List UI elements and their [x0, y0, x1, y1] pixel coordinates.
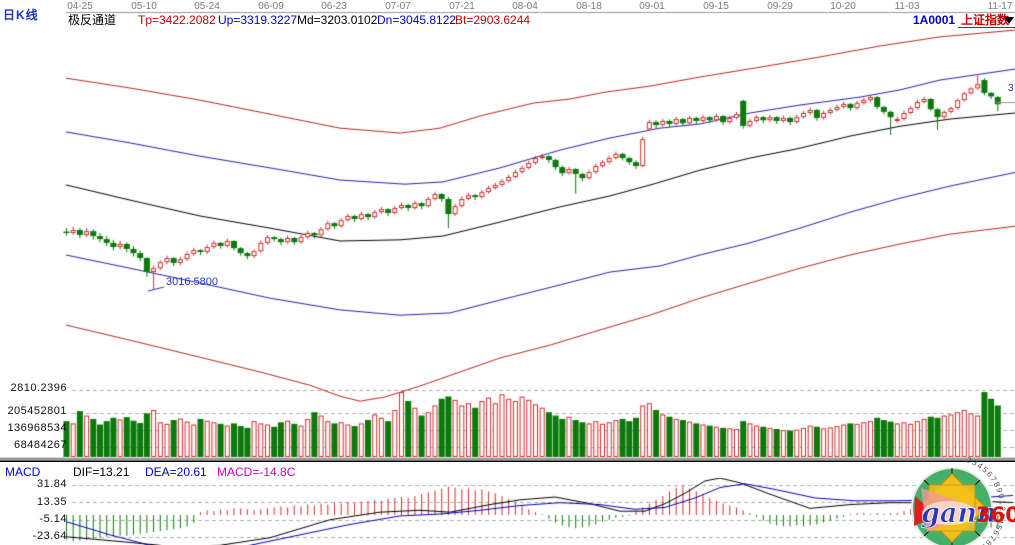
date-tick-label: 04-25	[67, 1, 93, 12]
macd-header-item: DIF=13.21	[73, 465, 130, 479]
macd-header: MACD DIF=13.21 DEA=20.61 MACD=-14.8C	[0, 461, 1015, 479]
axis-tick-label: 205452801	[7, 405, 67, 417]
axis-tick-label: 136968534	[7, 422, 67, 434]
macd-header-item: MACD	[5, 465, 41, 479]
logo-gann-text: gann	[921, 498, 997, 529]
date-tick-label: 06-09	[258, 1, 284, 12]
date-tick-label: 08-04	[512, 1, 538, 12]
indicator-value-label: Dn=3045.8122	[377, 13, 457, 27]
date-tick-label: 09-01	[639, 1, 665, 12]
dropdown-triangle-icon[interactable]	[1004, 17, 1014, 24]
date-tick-label: 05-10	[131, 1, 157, 12]
axis-tick-label: -23.64	[32, 530, 67, 542]
date-tick-label: 09-29	[767, 1, 793, 12]
macd-header-item: MACD=-14.8C	[217, 465, 296, 479]
period-label[interactable]: 日K线	[3, 8, 39, 22]
axis-tick-label: 13.35	[36, 496, 67, 508]
date-tick-label: 08-18	[576, 1, 602, 12]
symbol-name[interactable]: 上证指数	[961, 13, 1010, 27]
indicator-value-label: Bt=2903.6244	[455, 13, 531, 27]
date-tick-label: 06-23	[321, 1, 347, 12]
indicator-value-label: Md=3203.0102	[297, 13, 378, 27]
macd-header-item: DEA=20.61	[145, 465, 207, 479]
date-tick-label: 07-07	[385, 1, 411, 12]
date-tick-label: 11-17	[987, 1, 1013, 12]
axis-tick-label: 2810.2396	[10, 382, 67, 394]
indicator-value-label: 极反通道	[68, 13, 117, 27]
indicator-value-label: Tp=3422.2082	[138, 13, 216, 27]
indicator-value-label: Up=3319.3227	[218, 13, 298, 27]
axis-tick-label: -5.14	[39, 513, 67, 525]
low-price-annotation: 3016.5800	[166, 276, 218, 288]
gann360-logo: 2345678901234567890123456789 gann 360	[911, 455, 1015, 545]
symbol-code[interactable]: 1A0001	[913, 13, 956, 27]
right-edge-price-fragment: 3	[1008, 83, 1014, 94]
date-tick-label: 07-21	[449, 1, 475, 12]
date-tick-label: 11-03	[894, 1, 920, 12]
date-tick-label: 10-20	[830, 1, 856, 12]
symbol-underline	[958, 27, 1015, 28]
logo-360-text: 360	[976, 503, 1015, 527]
pane-divider[interactable]	[0, 457, 1015, 461]
date-tick-label: 09-15	[703, 1, 729, 12]
axis-tick-label: 68484267	[14, 439, 67, 451]
axis-tick-label: 31.84	[36, 478, 67, 490]
date-tick-label: 05-24	[194, 1, 220, 12]
